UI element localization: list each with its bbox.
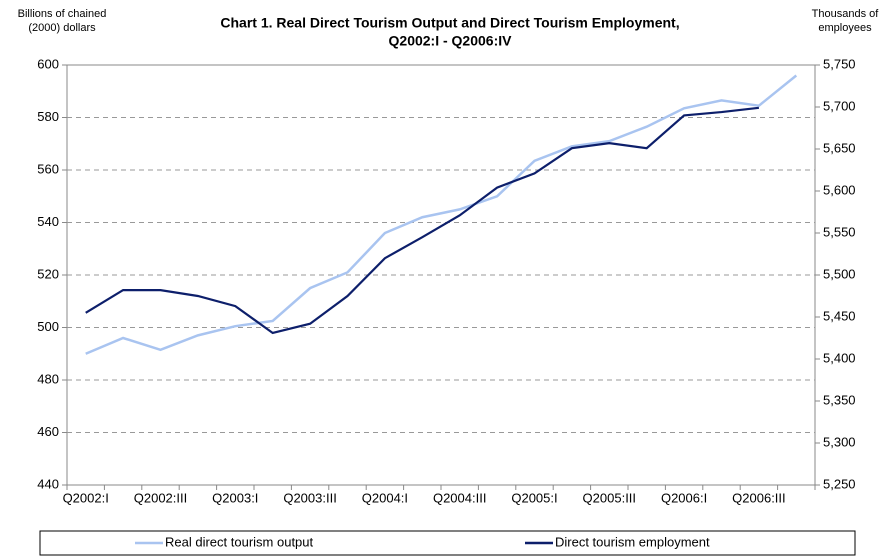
y-tick-label: 580 <box>37 109 59 124</box>
chart-title: Q2002:I - Q2006:IV <box>389 33 513 49</box>
y-tick-label: 440 <box>37 476 59 491</box>
chart-title: Chart 1. Real Direct Tourism Output and … <box>220 15 679 31</box>
y2-tick-label: 5,650 <box>823 140 856 155</box>
y-tick-label: 460 <box>37 424 59 439</box>
x-tick-label: Q2005:III <box>583 490 636 505</box>
y-tick-label: 560 <box>37 161 59 176</box>
x-tick-label: Q2003:III <box>283 490 336 505</box>
y-axis-label: (2000) dollars <box>28 22 96 34</box>
y2-tick-label: 5,300 <box>823 434 856 449</box>
y2-tick-label: 5,450 <box>823 308 856 323</box>
y-tick-label: 500 <box>37 319 59 334</box>
series-line <box>85 106 760 335</box>
y2-tick-label: 5,250 <box>823 476 856 491</box>
y2-tick-label: 5,750 <box>823 56 856 71</box>
y2-tick-label: 5,550 <box>823 224 856 239</box>
series-line <box>85 74 798 355</box>
x-tick-label: Q2002:I <box>63 490 109 505</box>
x-tick-label: Q2005:I <box>511 490 557 505</box>
y2-tick-label: 5,350 <box>823 392 856 407</box>
legend-label: Direct tourism employment <box>555 534 710 549</box>
x-tick-label: Q2004:III <box>433 490 486 505</box>
legend-label: Real direct tourism output <box>165 534 314 549</box>
x-tick-label: Q2006:III <box>732 490 785 505</box>
x-tick-label: Q2002:III <box>134 490 187 505</box>
y-tick-label: 540 <box>37 214 59 229</box>
x-tick-label: Q2003:I <box>212 490 258 505</box>
y-axis-label: Billions of chained <box>18 8 107 20</box>
y-tick-label: 480 <box>37 371 59 386</box>
x-tick-label: Q2004:I <box>362 490 408 505</box>
y-tick-label: 520 <box>37 266 59 281</box>
y-tick-label: 600 <box>37 56 59 71</box>
y2-tick-label: 5,700 <box>823 98 856 113</box>
legend-box <box>39 530 856 556</box>
x-tick-label: Q2006:I <box>661 490 707 505</box>
y2-tick-label: 5,400 <box>823 350 856 365</box>
y2-axis-label: employees <box>818 22 872 34</box>
y2-axis-label: Thousands of <box>812 8 880 20</box>
y2-tick-label: 5,500 <box>823 266 856 281</box>
y2-tick-label: 5,600 <box>823 182 856 197</box>
